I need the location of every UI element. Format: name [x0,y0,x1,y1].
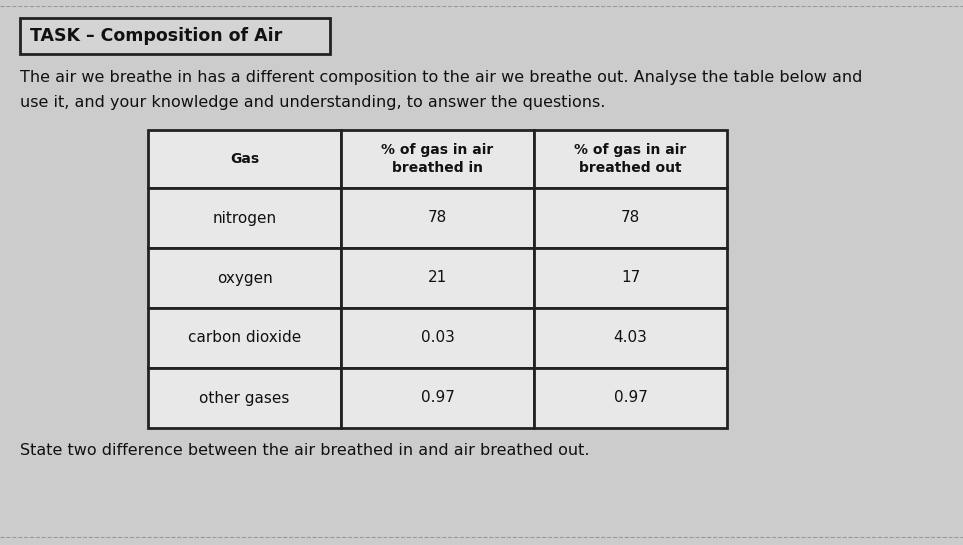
Text: 17: 17 [621,270,640,286]
Text: 4.03: 4.03 [613,330,647,346]
FancyBboxPatch shape [534,248,727,308]
FancyBboxPatch shape [20,18,330,54]
FancyBboxPatch shape [341,368,534,428]
FancyBboxPatch shape [341,308,534,368]
Text: oxygen: oxygen [217,270,273,286]
FancyBboxPatch shape [148,308,341,368]
Text: % of gas in air
breathed out: % of gas in air breathed out [574,143,687,175]
Text: State two difference between the air breathed in and air breathed out.: State two difference between the air bre… [20,443,589,458]
Text: Gas: Gas [230,152,259,166]
Text: 0.97: 0.97 [421,391,455,405]
FancyBboxPatch shape [148,130,341,188]
Text: other gases: other gases [199,391,290,405]
FancyBboxPatch shape [534,368,727,428]
FancyBboxPatch shape [341,130,534,188]
Text: 21: 21 [428,270,447,286]
FancyBboxPatch shape [148,188,341,248]
Text: nitrogen: nitrogen [213,210,276,226]
Text: use it, and your knowledge and understanding, to answer the questions.: use it, and your knowledge and understan… [20,95,606,110]
Text: 0.97: 0.97 [613,391,647,405]
Text: 0.03: 0.03 [421,330,455,346]
Text: 78: 78 [428,210,447,226]
FancyBboxPatch shape [341,248,534,308]
FancyBboxPatch shape [148,248,341,308]
Text: carbon dioxide: carbon dioxide [188,330,301,346]
FancyBboxPatch shape [534,188,727,248]
FancyBboxPatch shape [534,308,727,368]
FancyBboxPatch shape [341,188,534,248]
Text: TASK – Composition of Air: TASK – Composition of Air [30,27,282,45]
Text: % of gas in air
breathed in: % of gas in air breathed in [381,143,494,175]
Text: The air we breathe in has a different composition to the air we breathe out. Ana: The air we breathe in has a different co… [20,70,863,85]
Text: 78: 78 [621,210,640,226]
FancyBboxPatch shape [148,368,341,428]
FancyBboxPatch shape [534,130,727,188]
